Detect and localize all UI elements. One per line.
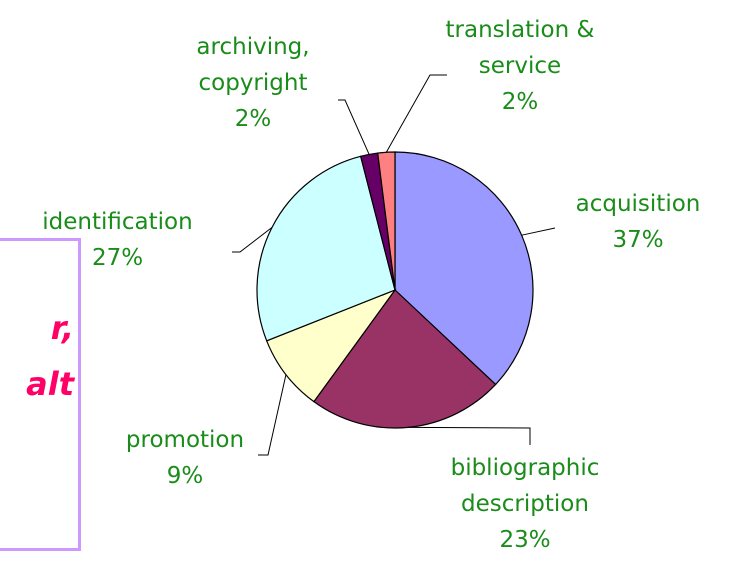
slice-percent: 9% — [166, 463, 204, 489]
callout-text: r, — [50, 309, 74, 347]
slice-label: bibliographic description 23% — [430, 450, 620, 558]
slice-percent: 37% — [612, 227, 664, 253]
callout-box: r, alt — [0, 238, 81, 551]
slice-name: identification — [42, 209, 193, 235]
pie-slice — [256, 155, 396, 342]
pie-slice — [394, 151, 534, 386]
leader-line — [232, 226, 273, 253]
leader-line — [258, 374, 287, 456]
leader-line — [385, 74, 447, 153]
slice-label: acquisition 37% — [568, 186, 708, 258]
slice-name: bibliographic description — [450, 455, 600, 517]
callout-text: alt — [26, 365, 74, 403]
slice-label: archiving, copyright 2% — [163, 29, 343, 137]
slice-percent: 2% — [501, 89, 539, 115]
leader-line — [407, 426, 531, 445]
pie-slice — [313, 289, 497, 429]
leader-line — [521, 227, 556, 236]
slice-name: translation & service — [445, 17, 595, 79]
slice-name: promotion — [125, 427, 245, 453]
slice-label: promotion 9% — [110, 422, 260, 494]
slice-label: translation & service 2% — [430, 12, 610, 120]
slice-name: acquisition — [575, 191, 701, 217]
leader-line — [338, 99, 370, 155]
slice-percent: 27% — [91, 245, 144, 271]
slice-label: identification 27% — [15, 204, 220, 276]
slice-percent: 23% — [499, 527, 551, 553]
slice-name: archiving, copyright — [196, 34, 310, 96]
slice-percent: 2% — [234, 106, 272, 132]
